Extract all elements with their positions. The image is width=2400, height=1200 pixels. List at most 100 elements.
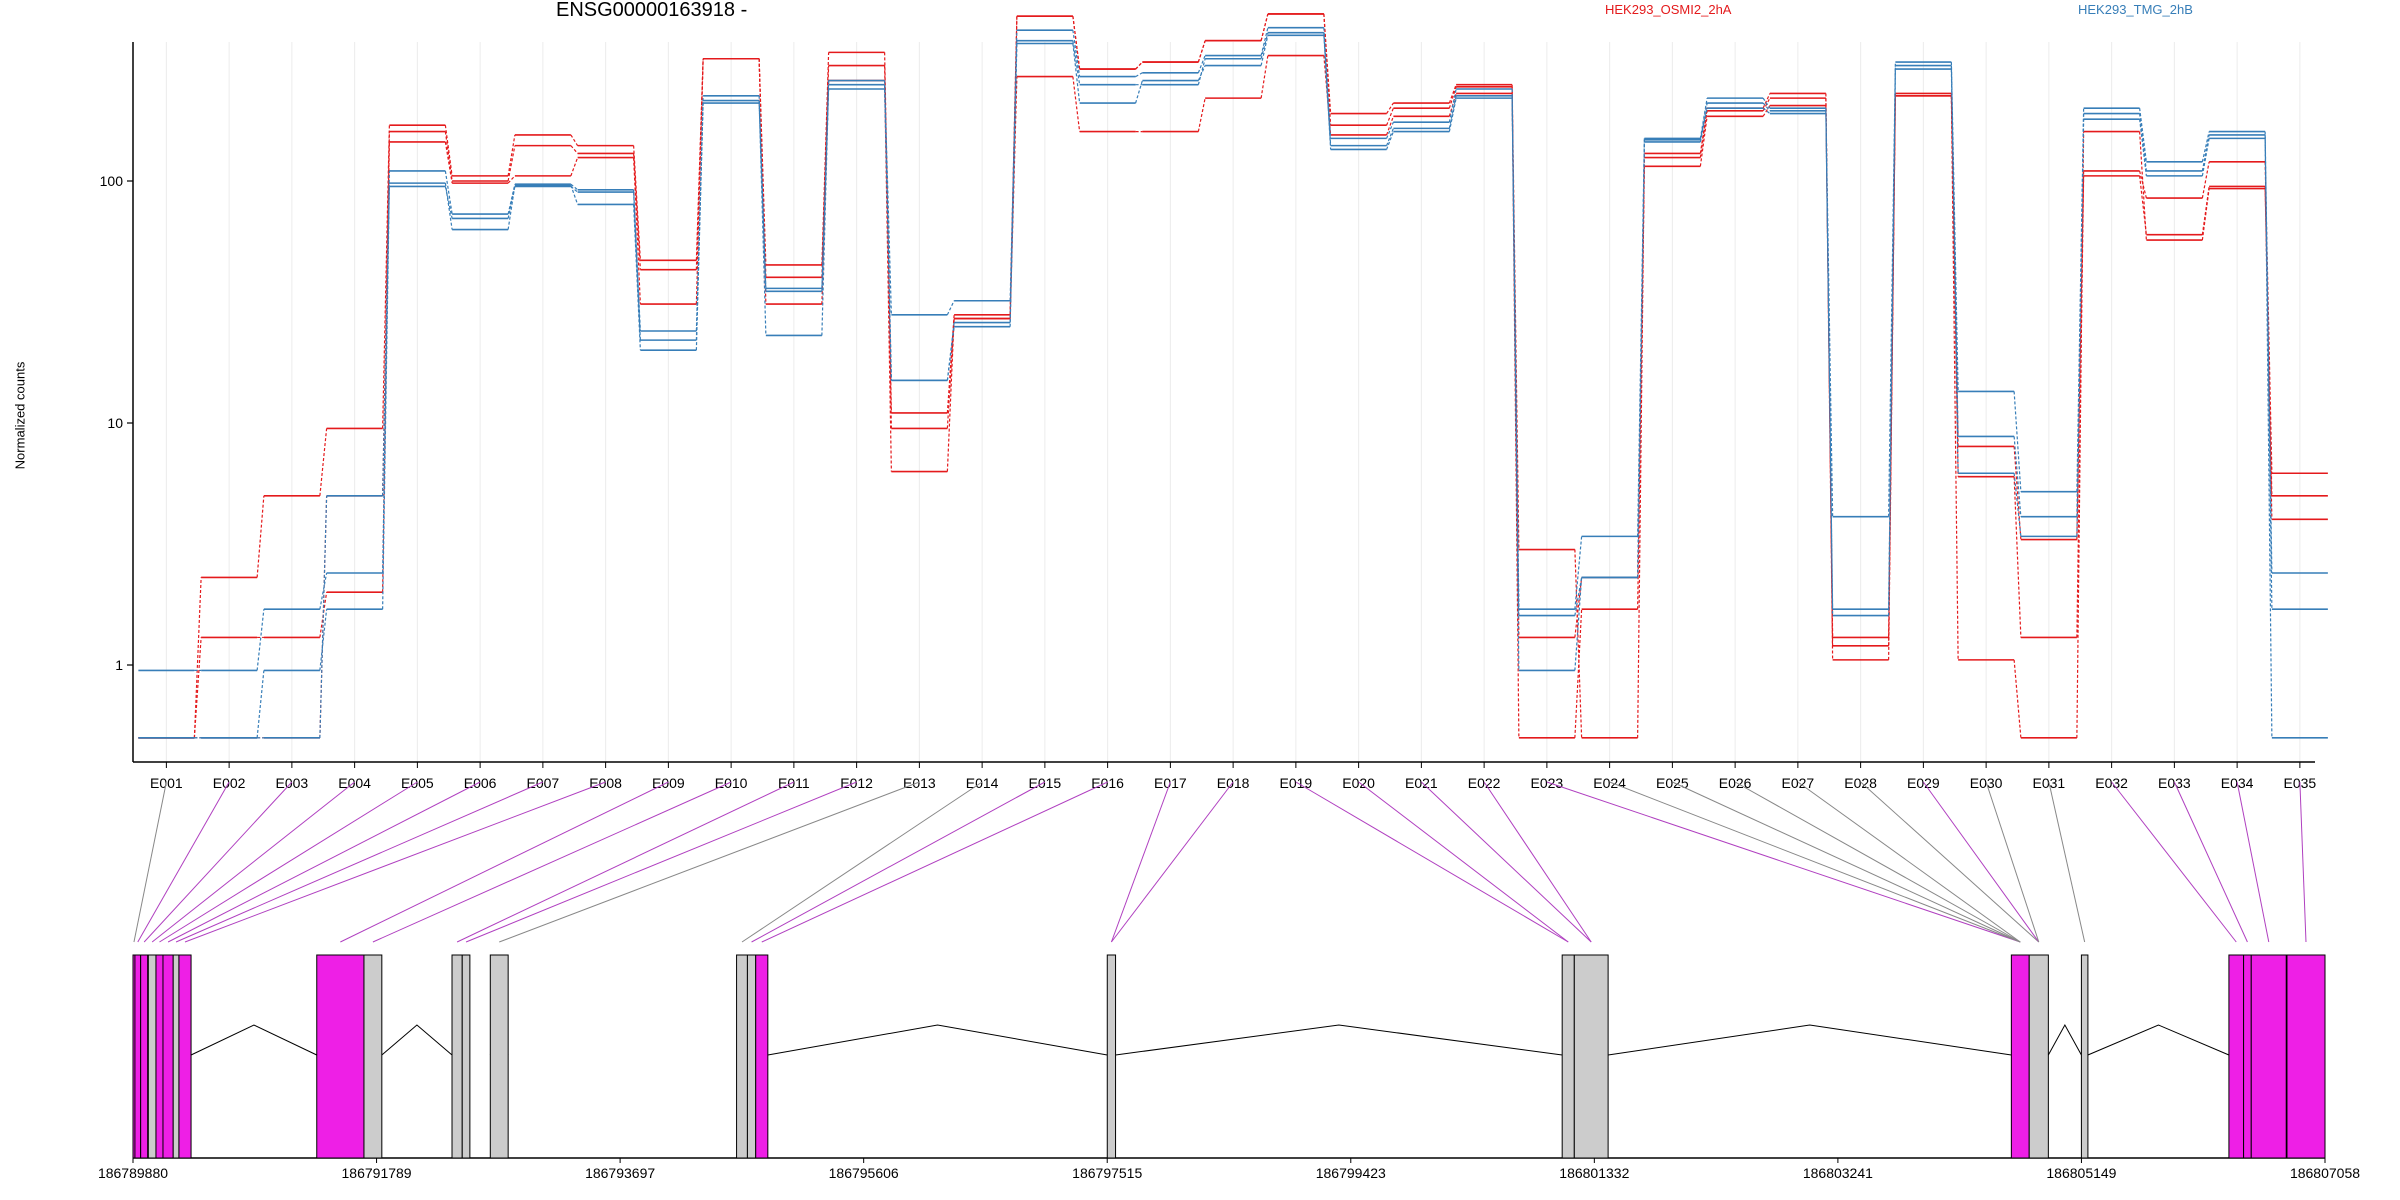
- series-connector: [2201, 131, 2210, 162]
- series-connector: [1072, 40, 1081, 85]
- series-connector: [1574, 609, 1583, 738]
- series-connector: [1197, 40, 1206, 63]
- exon-box: [755, 954, 769, 1159]
- legend-entry-osmi2: HEK293_OSMI2_2hA: [1605, 2, 1732, 17]
- series-connector: [1950, 95, 1959, 660]
- series-connector: [2139, 131, 2147, 241]
- series-connector: [1574, 577, 1583, 671]
- series-connector: [444, 141, 453, 184]
- y-tick-label: 1: [115, 657, 123, 673]
- exon-box: [2228, 954, 2245, 1159]
- intron: [767, 1024, 1108, 1056]
- series-connector: [507, 134, 516, 176]
- x-tick-label: E007: [527, 775, 560, 791]
- series-connector: [570, 157, 579, 177]
- series-connector: [570, 145, 579, 154]
- series-connector: [1386, 131, 1394, 150]
- series-connector: [2201, 161, 2210, 199]
- coord-tick-label: 186789880: [98, 1165, 168, 1181]
- exon-connector: [1546, 781, 2021, 943]
- exon-box: [172, 954, 180, 1159]
- series-connector: [1825, 113, 1834, 610]
- exon-connector: [137, 781, 230, 943]
- exon-connector: [2048, 781, 2086, 943]
- series-connector: [1825, 108, 1834, 517]
- x-tick-label: E023: [1531, 775, 1564, 791]
- series-connector: [946, 318, 955, 472]
- exon-box: [2286, 954, 2326, 1159]
- x-tick-label: E009: [652, 775, 685, 791]
- x-tick-label: E002: [213, 775, 246, 791]
- series-connector: [1448, 86, 1457, 109]
- series-connector: [1637, 141, 1645, 578]
- exon-connector: [184, 781, 606, 943]
- exon-box: [2028, 954, 2049, 1159]
- intron: [381, 1024, 453, 1056]
- exon-box: [140, 954, 149, 1159]
- exon-connector: [143, 781, 293, 943]
- series-connector: [256, 495, 265, 578]
- series-connector: [570, 134, 579, 146]
- exon-connector: [499, 781, 920, 943]
- series-connector: [946, 300, 955, 316]
- exon-box: [2243, 954, 2252, 1159]
- exon-connector: [133, 781, 167, 943]
- series-connector: [758, 100, 767, 336]
- y-tick-label: 10: [107, 415, 123, 431]
- exon-box: [2080, 954, 2089, 1159]
- x-tick-label: E029: [1907, 775, 1940, 791]
- exon-box: [451, 954, 463, 1159]
- exon-connector: [1421, 781, 1592, 943]
- exon-connector: [1609, 781, 2021, 943]
- series-connector: [1574, 536, 1583, 610]
- series-connector: [1009, 40, 1018, 323]
- series-connector: [1072, 76, 1081, 132]
- exon-connector: [1985, 781, 2040, 943]
- exon-box: [134, 954, 142, 1159]
- exon-connector: [741, 781, 983, 943]
- exon-box: [155, 954, 164, 1159]
- exon-box: [736, 954, 748, 1159]
- series-connector: [1762, 97, 1771, 109]
- series-connector: [444, 186, 453, 219]
- series-connector: [193, 637, 202, 738]
- x-tick-label: E020: [1342, 775, 1375, 791]
- series-connector: [1386, 128, 1394, 146]
- series-connector: [570, 185, 579, 193]
- exon-box: [316, 954, 365, 1159]
- exon-connector: [1111, 781, 1234, 943]
- series-connector: [570, 183, 579, 191]
- exon-connector: [2236, 781, 2270, 943]
- x-tick-label: E008: [589, 775, 622, 791]
- series-connector: [1448, 98, 1457, 132]
- series-connector: [1574, 577, 1583, 616]
- x-tick-label: E018: [1217, 775, 1250, 791]
- exon-box: [461, 954, 471, 1159]
- exon-connector: [2299, 781, 2307, 943]
- series-connector: [821, 84, 830, 336]
- series-connector: [633, 157, 641, 305]
- series-connector: [444, 170, 453, 215]
- x-tick-label: E016: [1091, 775, 1124, 791]
- series-connector: [2013, 476, 2022, 638]
- exon-connector: [1797, 781, 2021, 943]
- exon-box: [489, 954, 509, 1159]
- series-connector: [1197, 98, 1206, 132]
- series-connector: [695, 58, 704, 305]
- exon-connector: [465, 781, 857, 943]
- series-connector: [1197, 55, 1206, 74]
- series-connector: [2076, 119, 2085, 537]
- exon-connector: [1860, 781, 2040, 943]
- exon-connector: [456, 781, 795, 943]
- exon-connector: [151, 781, 355, 943]
- series-connector: [1950, 69, 1959, 474]
- series-connector: [946, 318, 955, 429]
- series-connector: [1135, 72, 1143, 78]
- series-connector: [884, 80, 892, 315]
- exon-box: [1561, 954, 1575, 1159]
- exon-connector: [340, 781, 669, 943]
- series-connector: [1762, 102, 1771, 112]
- series-connector: [2201, 138, 2210, 176]
- series-connector: [319, 592, 328, 638]
